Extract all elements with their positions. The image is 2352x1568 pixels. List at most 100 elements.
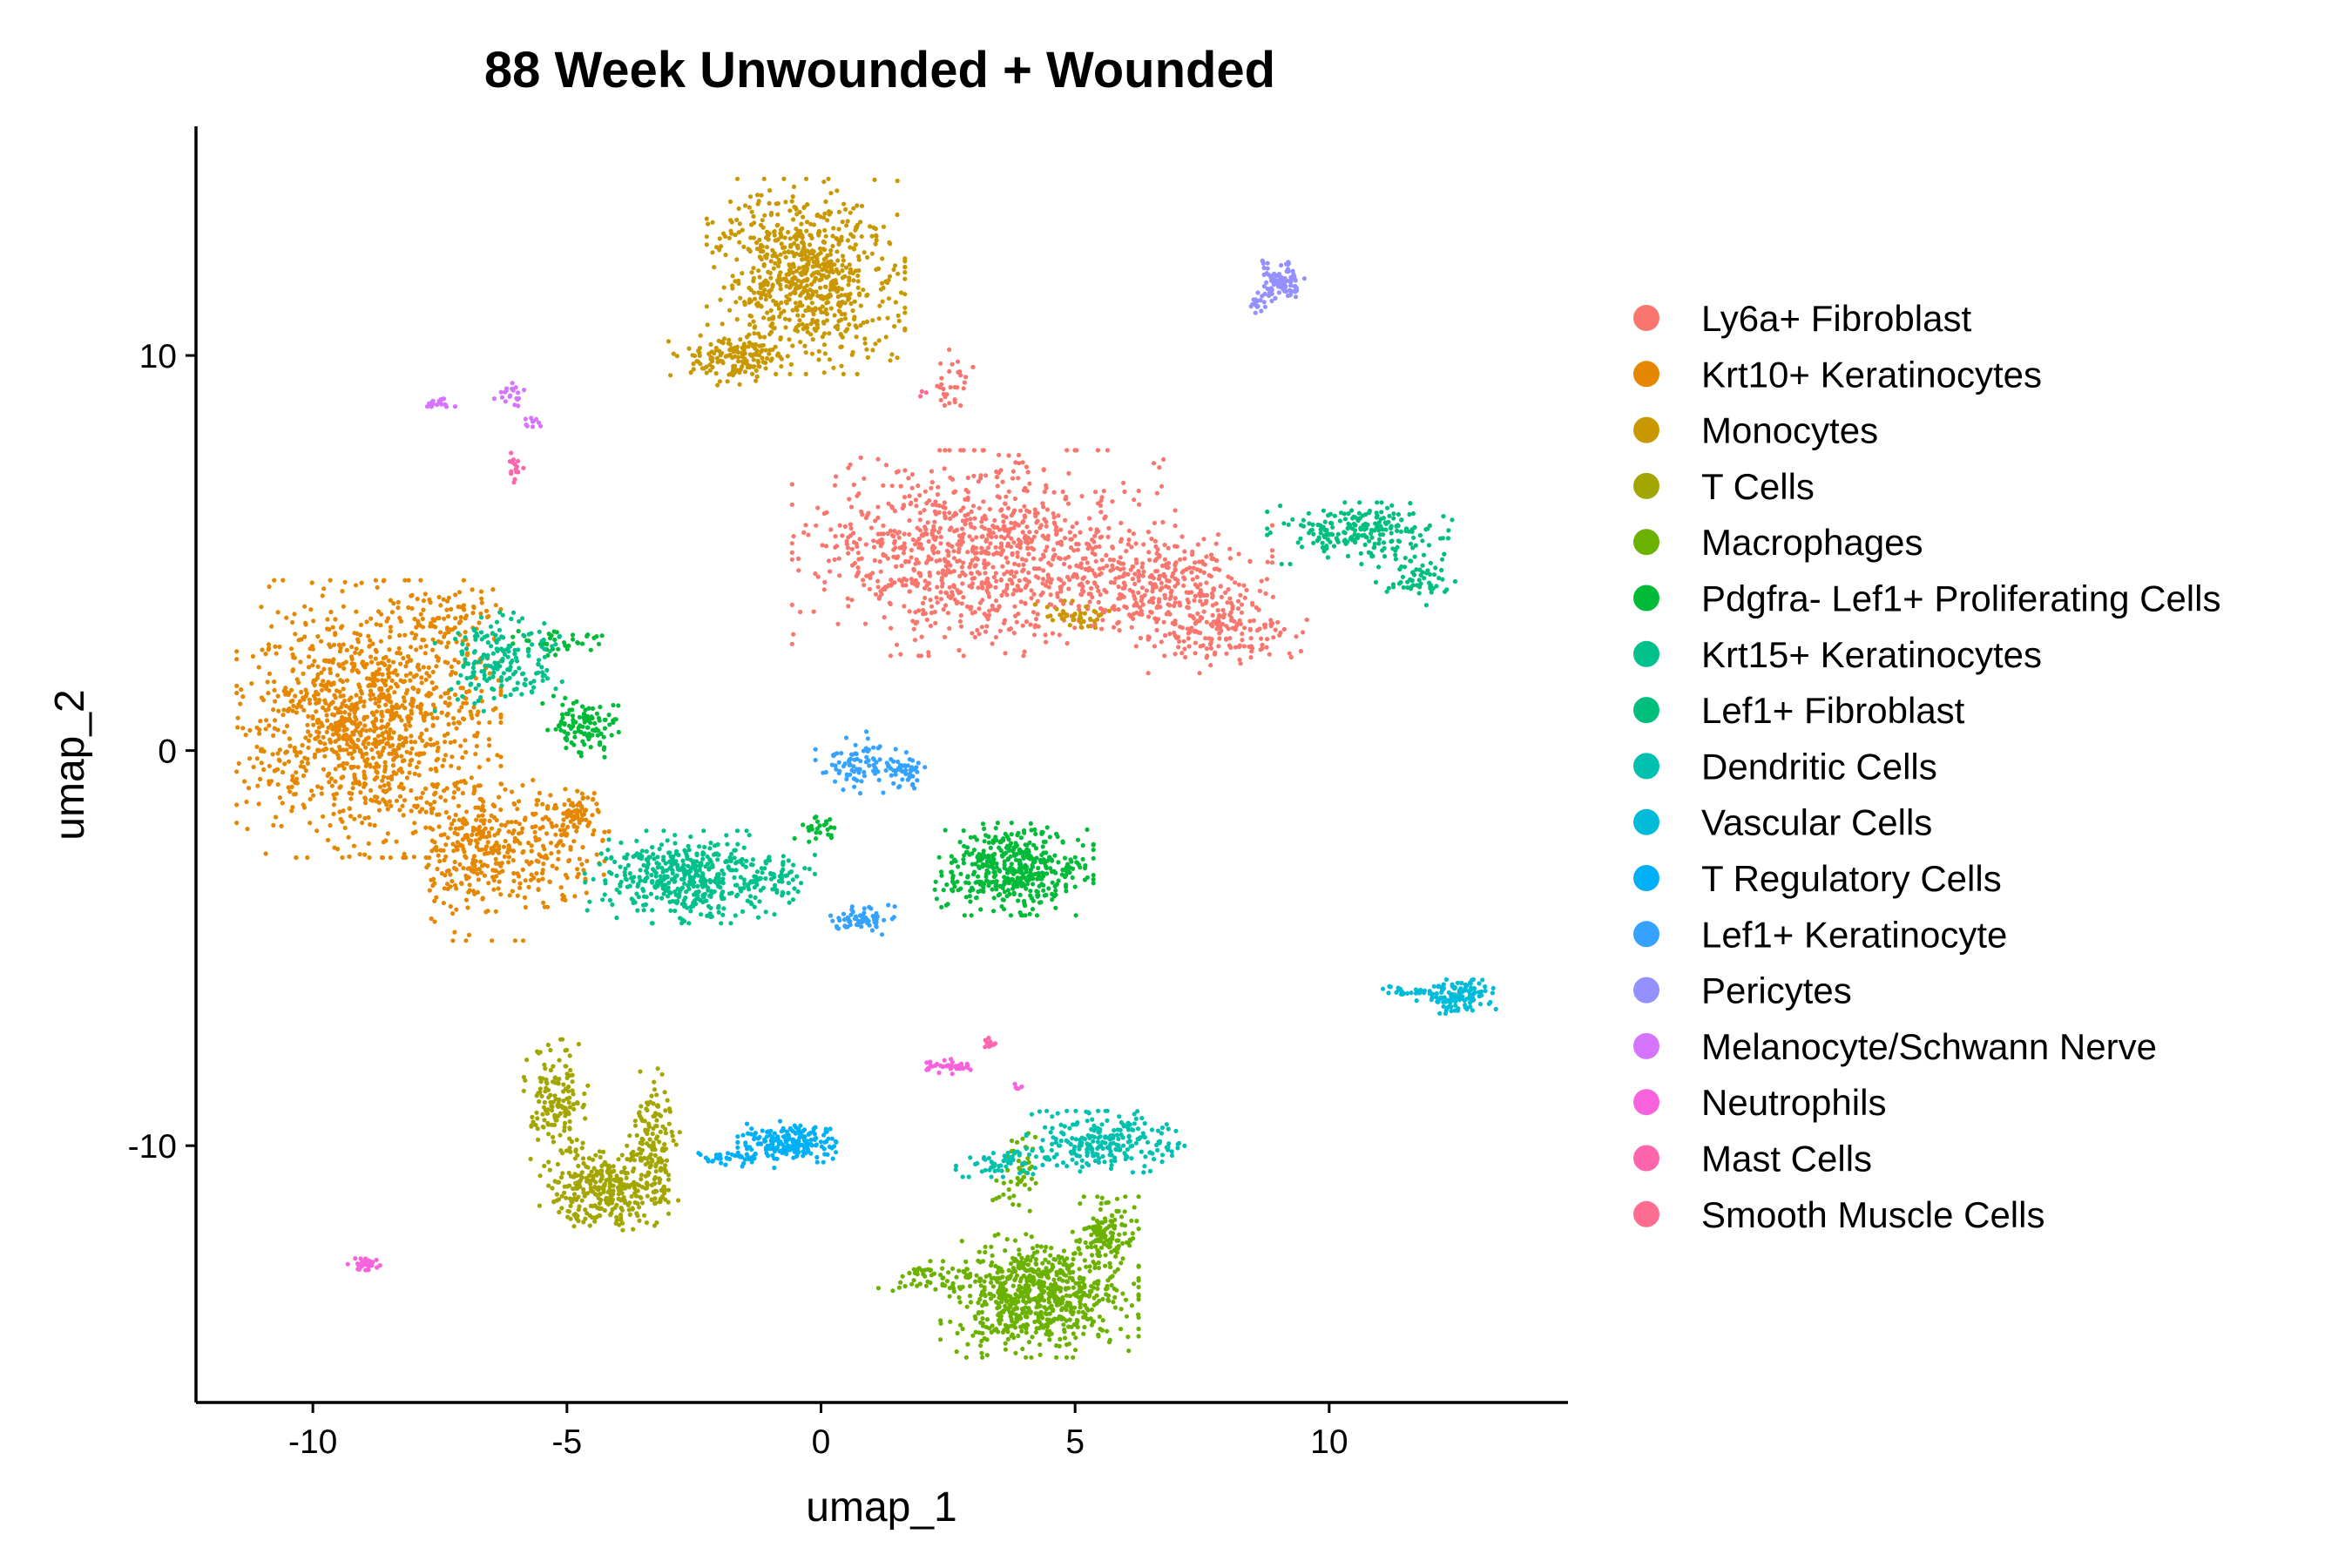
data-point xyxy=(778,335,783,341)
data-point xyxy=(391,659,396,665)
data-point xyxy=(804,220,810,225)
data-point xyxy=(1071,617,1077,623)
data-point xyxy=(1204,554,1209,559)
data-point xyxy=(258,719,263,724)
data-point xyxy=(1298,648,1303,654)
data-point xyxy=(923,527,929,532)
data-point xyxy=(372,737,377,742)
data-point xyxy=(362,773,367,778)
data-point xyxy=(553,832,558,837)
data-point xyxy=(651,1125,656,1132)
data-point xyxy=(1024,583,1030,588)
data-point xyxy=(1240,638,1245,643)
data-point xyxy=(478,859,483,864)
data-point xyxy=(360,820,365,826)
data-point xyxy=(1088,526,1093,532)
data-point xyxy=(942,402,947,408)
data-point xyxy=(803,350,808,355)
data-point xyxy=(1139,609,1144,614)
data-point xyxy=(503,787,508,792)
data-point xyxy=(403,691,409,696)
data-point xyxy=(322,698,328,703)
data-point xyxy=(639,1177,644,1182)
data-point xyxy=(881,523,886,529)
data-point xyxy=(782,235,787,240)
data-point xyxy=(1033,574,1038,579)
data-point xyxy=(1236,582,1241,587)
data-point xyxy=(574,1137,579,1143)
data-point xyxy=(752,290,757,295)
data-point xyxy=(537,852,542,857)
data-point xyxy=(1127,587,1132,592)
data-point xyxy=(537,837,542,842)
data-point xyxy=(1173,567,1178,572)
data-point xyxy=(383,682,389,688)
data-point xyxy=(414,765,420,770)
data-point xyxy=(256,665,261,670)
data-point xyxy=(323,658,329,663)
data-point xyxy=(734,176,740,181)
data-point xyxy=(1162,542,1167,548)
data-point xyxy=(328,610,334,615)
data-point xyxy=(319,785,324,791)
data-point xyxy=(445,711,450,717)
data-point xyxy=(594,801,599,807)
data-point xyxy=(826,264,831,269)
data-point xyxy=(562,828,567,833)
data-point xyxy=(772,229,777,234)
data-point xyxy=(512,801,517,808)
data-point xyxy=(967,534,972,539)
data-point xyxy=(846,551,851,556)
data-point xyxy=(1106,608,1112,613)
data-point xyxy=(962,380,967,385)
data-point xyxy=(307,654,312,659)
data-point xyxy=(1025,546,1031,551)
data-point xyxy=(823,233,828,239)
data-point xyxy=(1139,585,1145,591)
data-point xyxy=(543,1066,548,1071)
data-point xyxy=(891,267,896,273)
data-point xyxy=(808,287,813,293)
data-point xyxy=(614,1202,619,1207)
data-point xyxy=(888,528,893,534)
data-point xyxy=(1023,600,1028,606)
data-point xyxy=(475,841,480,846)
data-point xyxy=(476,720,482,726)
data-point xyxy=(568,1203,573,1208)
data-point xyxy=(416,773,422,778)
data-point xyxy=(577,1204,582,1209)
data-point xyxy=(275,610,280,615)
data-point xyxy=(376,808,382,813)
data-point xyxy=(389,713,394,719)
data-point xyxy=(836,209,842,214)
data-point xyxy=(1019,1328,1024,1334)
data-point xyxy=(1149,572,1154,578)
data-point xyxy=(781,308,787,314)
data-point xyxy=(290,667,296,672)
data-point xyxy=(959,564,964,570)
data-point xyxy=(453,592,458,598)
data-point xyxy=(616,1192,621,1197)
data-point xyxy=(784,301,789,306)
data-point xyxy=(991,551,997,557)
data-point xyxy=(873,241,878,247)
data-point xyxy=(1061,561,1067,567)
data-point xyxy=(1147,580,1153,586)
data-point xyxy=(510,889,515,894)
data-point xyxy=(486,881,491,886)
data-point xyxy=(1146,550,1152,555)
data-point xyxy=(1031,632,1037,638)
data-point xyxy=(402,723,408,728)
data-point xyxy=(932,519,937,524)
data-point xyxy=(971,473,977,479)
data-point xyxy=(935,585,940,590)
data-point xyxy=(1122,604,1127,609)
data-point xyxy=(1213,650,1218,655)
data-point xyxy=(566,1089,571,1094)
data-point xyxy=(982,565,988,571)
data-point xyxy=(1043,548,1048,553)
data-point xyxy=(311,722,316,727)
data-point xyxy=(1236,551,1241,557)
data-point xyxy=(1090,551,1095,556)
